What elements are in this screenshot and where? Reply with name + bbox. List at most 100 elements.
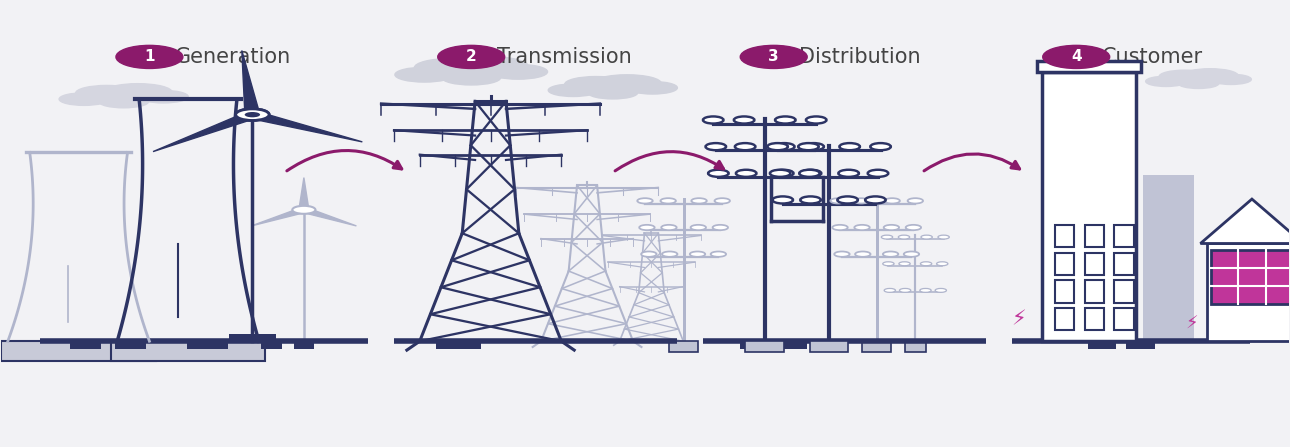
Bar [810, 341, 849, 352]
Text: Customer: Customer [1102, 47, 1204, 67]
Circle shape [837, 196, 858, 203]
Circle shape [908, 198, 924, 203]
Bar [862, 341, 891, 352]
Ellipse shape [138, 90, 188, 103]
Circle shape [775, 116, 796, 123]
Circle shape [735, 143, 756, 150]
Ellipse shape [489, 64, 547, 79]
Polygon shape [241, 51, 259, 115]
Polygon shape [252, 207, 307, 226]
Ellipse shape [1146, 76, 1187, 86]
Bar [670, 341, 698, 352]
Bar [1055, 280, 1075, 303]
Circle shape [773, 170, 793, 177]
Bar [1055, 253, 1075, 275]
Circle shape [881, 235, 893, 239]
Bar [1211, 250, 1290, 304]
Circle shape [937, 262, 948, 266]
Circle shape [885, 198, 900, 203]
Ellipse shape [59, 93, 108, 105]
Circle shape [906, 225, 921, 230]
Text: Generation: Generation [175, 47, 292, 67]
Circle shape [799, 143, 819, 150]
Circle shape [637, 198, 653, 203]
Ellipse shape [103, 84, 172, 101]
Text: ⚡: ⚡ [1186, 314, 1197, 333]
Circle shape [734, 116, 755, 123]
Ellipse shape [448, 56, 529, 77]
Circle shape [882, 262, 894, 266]
Circle shape [840, 143, 860, 150]
Circle shape [711, 252, 726, 257]
Circle shape [1042, 45, 1109, 68]
Polygon shape [154, 111, 257, 152]
Circle shape [800, 196, 820, 203]
Circle shape [641, 252, 657, 257]
Polygon shape [249, 111, 362, 142]
Circle shape [703, 116, 724, 123]
Circle shape [866, 196, 886, 203]
Circle shape [854, 198, 869, 203]
Bar [1115, 225, 1134, 248]
Polygon shape [302, 207, 356, 226]
Circle shape [690, 225, 706, 230]
Circle shape [715, 198, 730, 203]
Bar [1126, 341, 1155, 349]
FancyArrowPatch shape [615, 152, 724, 171]
Circle shape [832, 225, 848, 230]
Circle shape [884, 225, 899, 230]
Circle shape [768, 143, 788, 150]
Ellipse shape [548, 84, 599, 97]
Bar [436, 341, 481, 349]
Circle shape [691, 198, 707, 203]
Circle shape [800, 170, 820, 177]
Circle shape [801, 170, 822, 177]
Circle shape [935, 288, 947, 292]
Bar [904, 341, 926, 352]
Ellipse shape [627, 81, 677, 94]
Bar [1037, 61, 1142, 72]
Circle shape [904, 252, 920, 257]
Bar [1087, 341, 1116, 349]
Circle shape [640, 225, 654, 230]
Bar [1055, 225, 1075, 248]
Circle shape [773, 196, 793, 203]
Circle shape [708, 170, 729, 177]
Bar [1085, 280, 1104, 303]
Ellipse shape [99, 95, 148, 108]
Circle shape [831, 198, 846, 203]
Circle shape [660, 198, 676, 203]
Ellipse shape [1160, 70, 1210, 83]
Circle shape [735, 170, 756, 177]
Circle shape [437, 45, 504, 68]
Circle shape [838, 170, 859, 177]
Circle shape [236, 109, 270, 120]
Ellipse shape [1210, 74, 1251, 84]
Text: Distribution: Distribution [800, 47, 921, 67]
Bar [1085, 308, 1104, 330]
Ellipse shape [1178, 78, 1219, 89]
Circle shape [236, 109, 270, 120]
Bar [111, 341, 266, 361]
Polygon shape [1201, 199, 1290, 244]
Bar [1042, 72, 1136, 341]
Circle shape [662, 252, 677, 257]
Bar [1115, 253, 1134, 275]
Circle shape [920, 262, 931, 266]
Circle shape [712, 225, 728, 230]
Circle shape [740, 45, 808, 68]
Circle shape [920, 288, 931, 292]
Bar [1085, 225, 1104, 248]
Circle shape [899, 288, 911, 292]
Bar [746, 341, 784, 352]
Circle shape [835, 252, 850, 257]
Circle shape [868, 170, 889, 177]
Bar [779, 341, 808, 349]
Ellipse shape [1182, 69, 1238, 83]
Bar [1143, 175, 1195, 341]
Text: ⚡: ⚡ [1011, 309, 1027, 329]
Ellipse shape [565, 76, 627, 92]
Circle shape [921, 235, 933, 239]
Bar [740, 341, 769, 349]
Bar [1055, 308, 1075, 330]
